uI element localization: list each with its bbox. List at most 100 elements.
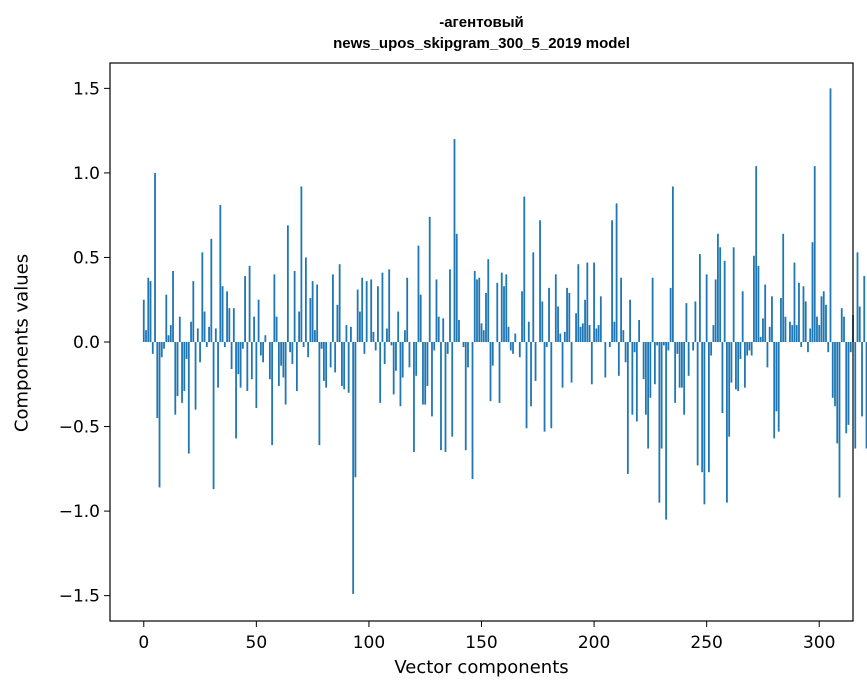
- bar: [165, 294, 168, 342]
- bar: [205, 342, 208, 348]
- bar: [710, 342, 713, 356]
- bar: [849, 342, 852, 353]
- bar: [183, 342, 186, 392]
- bar: [789, 321, 791, 342]
- bar: [631, 342, 634, 415]
- bar: [771, 296, 773, 342]
- bar: [570, 342, 573, 383]
- bar: [638, 320, 641, 342]
- bar: [496, 282, 499, 342]
- bar: [440, 342, 442, 451]
- bar: [219, 205, 222, 342]
- bar: [780, 298, 782, 342]
- bar: [687, 342, 690, 376]
- bar: [644, 342, 647, 415]
- bar: [581, 323, 584, 342]
- bar: [332, 274, 334, 342]
- bar: [442, 318, 445, 342]
- bar: [223, 342, 226, 348]
- bar: [298, 311, 301, 342]
- bar: [473, 270, 476, 342]
- bar: [467, 342, 469, 368]
- bar: [595, 328, 598, 342]
- bar: [304, 257, 307, 342]
- bar: [277, 342, 280, 386]
- bar: [550, 342, 553, 429]
- bar: [187, 342, 190, 454]
- bar: [617, 342, 620, 376]
- bar: [813, 166, 816, 342]
- bar: [379, 342, 382, 403]
- bar: [811, 242, 814, 342]
- bar: [487, 259, 490, 342]
- bar: [854, 342, 857, 449]
- bar: [653, 342, 656, 385]
- x-tick-label: 50: [246, 633, 268, 653]
- bar: [208, 326, 210, 342]
- bar: [178, 316, 181, 342]
- bar: [259, 342, 262, 356]
- bar: [590, 342, 593, 385]
- bar: [735, 342, 737, 390]
- bar: [217, 342, 219, 388]
- bar: [647, 342, 650, 449]
- bar: [239, 342, 242, 388]
- bar: [431, 342, 433, 417]
- bar: [422, 342, 424, 405]
- bar: [181, 342, 183, 403]
- bar: [221, 286, 224, 342]
- bar: [311, 281, 314, 342]
- bar: [755, 166, 758, 342]
- bar: [149, 281, 152, 342]
- bar: [514, 333, 517, 342]
- bar: [417, 245, 420, 342]
- bar: [449, 269, 451, 342]
- bar: [543, 342, 546, 432]
- x-tick-label: 100: [353, 633, 385, 653]
- bar: [649, 342, 652, 398]
- bar: [214, 328, 217, 342]
- bar: [829, 88, 832, 342]
- bar: [163, 342, 165, 349]
- bar: [154, 172, 156, 342]
- bar: [622, 330, 625, 342]
- bar: [435, 279, 438, 342]
- bar: [671, 186, 674, 342]
- bar: [395, 342, 397, 371]
- bar: [352, 342, 355, 594]
- bar: [343, 342, 346, 390]
- bar: [273, 274, 276, 342]
- bar: [523, 196, 526, 342]
- bar: [338, 264, 341, 342]
- bar: [732, 247, 735, 342]
- bar: [160, 342, 163, 358]
- bar: [694, 301, 697, 342]
- bar: [347, 342, 350, 393]
- bar: [840, 308, 843, 342]
- bar: [318, 342, 321, 446]
- bar: [626, 342, 629, 474]
- bar: [383, 342, 386, 364]
- bar: [676, 342, 679, 354]
- bar: [764, 284, 767, 342]
- bar: [386, 328, 388, 342]
- bar: [845, 342, 848, 434]
- bar: [201, 252, 204, 342]
- bar: [361, 277, 364, 342]
- bar: [660, 342, 663, 449]
- bar: [825, 304, 827, 342]
- bar: [359, 311, 361, 342]
- bar: [712, 325, 715, 342]
- bar: [428, 216, 431, 342]
- bar: [561, 342, 564, 388]
- bar: [147, 277, 150, 342]
- bar: [300, 186, 303, 342]
- bar: [827, 342, 830, 353]
- bar: [264, 335, 267, 342]
- bar: [363, 342, 366, 354]
- y-tick-label: 1.0: [73, 164, 100, 184]
- bar: [262, 342, 264, 363]
- bar: [518, 342, 521, 358]
- bar: [620, 277, 622, 342]
- bar: [548, 287, 550, 342]
